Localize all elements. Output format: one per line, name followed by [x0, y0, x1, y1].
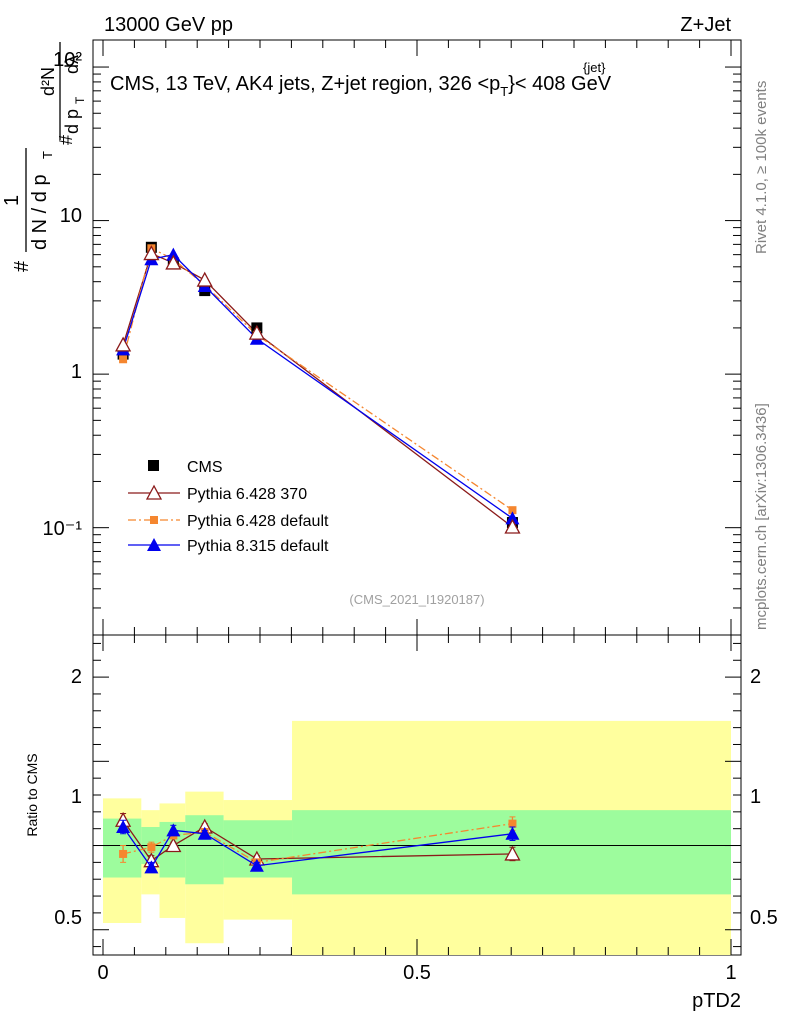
ratio-line-2 — [122, 822, 513, 864]
ratio-ytick-label-2-left: 2 — [71, 666, 82, 688]
legend-marker-py8-default — [147, 538, 161, 551]
plot-title-suffix: }< 408 GeV — [508, 73, 612, 95]
ratio-line-3 — [122, 826, 513, 869]
ylabel-frac-hash: # — [56, 135, 76, 145]
main-axis-ticks — [93, 66, 741, 636]
legend-label-cms: CMS — [187, 459, 223, 476]
x-axis-ticks — [102, 40, 732, 955]
plot-title-prefix: CMS, 13 TeV, AK4 jets, Z+jet region, 326… — [110, 73, 500, 95]
ratio-ytick-label-0.5-left: 0.5 — [54, 907, 82, 929]
ratio-ytick-label-2-right: 2 — [750, 666, 761, 688]
ylabel-one: 1 — [1, 195, 23, 206]
main-point-3-2 — [166, 247, 181, 261]
plot-title-sup: {jet} — [583, 60, 606, 75]
ylabel-frac-den: d p — [62, 109, 82, 134]
main-point-1-1 — [143, 245, 160, 261]
ratio-point-2-5 — [508, 819, 517, 828]
main-point-1-0 — [115, 336, 132, 352]
ratio-ytick-label-1-left: 1 — [71, 786, 82, 808]
xtick-label-1: 1 — [725, 962, 736, 984]
ylabel-frac-den-tail: dλ — [62, 55, 82, 74]
ylabel-den: d N / d p — [29, 174, 51, 250]
legend-label-py8-default: Pythia 8.315 default — [187, 538, 329, 555]
ylabel-hash: # — [11, 260, 33, 272]
main-point-3-5 — [505, 511, 520, 525]
ratio-point-3-4 — [249, 858, 264, 872]
legend-marker-cms — [148, 460, 159, 471]
ratio-point-2-1 — [147, 843, 156, 852]
main-point-2-5 — [508, 506, 517, 515]
ratio-point-3-3 — [197, 826, 212, 840]
ytick-label-10: 10 — [60, 205, 82, 227]
mcplots-citation: mcplots.cern.ch [arXiv:1306.3436] — [753, 403, 770, 630]
ratio-point-3-2 — [166, 823, 181, 837]
header-right: Z+Jet — [680, 14, 731, 36]
ratio-point-2-0 — [119, 849, 128, 858]
ytick-label-0.1: 10⁻¹ — [43, 518, 83, 540]
plot-title: CMS, 13 TeV, AK4 jets, Z+jet region, 326… — [110, 73, 612, 99]
plot-title-sub: T — [500, 84, 508, 99]
legend-marker-py6-default — [150, 516, 158, 524]
ratio-ylabel: Ratio to CMS — [24, 753, 40, 836]
main-point-1-4 — [248, 324, 265, 340]
main-series — [115, 241, 521, 534]
ratio-point-3-1 — [144, 860, 159, 874]
legend: CMS Pythia 6.428 370 Pythia 6.428 defaul… — [128, 459, 329, 555]
main-point-2-0 — [119, 355, 128, 364]
main-line-3 — [122, 253, 513, 519]
main-point-1-2 — [165, 254, 182, 270]
x-axis-label: pTD2 — [692, 990, 741, 1012]
ratio-point-1-5 — [504, 845, 521, 861]
main-line-1 — [122, 252, 513, 528]
ylabel-frac-den-sub: T — [73, 96, 87, 104]
xtick-label-0: 0 — [97, 962, 108, 984]
main-point-1-5 — [504, 518, 521, 534]
ratio-point-3-0 — [116, 820, 131, 833]
xtick-label-0.5: 0.5 — [403, 962, 431, 984]
main-point-1-3 — [196, 271, 213, 287]
ratio-point-3-5 — [505, 826, 520, 840]
analysis-watermark: (CMS_2021_I1920187) — [349, 592, 484, 607]
ratio-series — [115, 811, 521, 874]
rivet-version-label: Rivet 4.1.0, ≥ 100k events — [753, 81, 770, 254]
legend-marker-py6-370 — [145, 484, 163, 500]
ratio-point-1-2 — [165, 837, 182, 853]
legend-label-py6-default: Pythia 6.428 default — [187, 513, 329, 530]
ratio-line-1 — [122, 819, 513, 862]
ratio-ytick-label-1-right: 1 — [750, 786, 761, 808]
ylabel-frac-num: d²N — [38, 67, 58, 96]
ratio-axis-ticks — [93, 642, 741, 948]
ylabel-den-sub: T — [40, 151, 55, 159]
ytick-label-100: 10² — [53, 49, 82, 71]
ratio-ytick-label-0.5-right: 0.5 — [750, 907, 778, 929]
header-left: 13000 GeV pp — [104, 14, 233, 36]
ytick-label-1: 1 — [71, 361, 82, 383]
legend-label-py6-370: Pythia 6.428 370 — [187, 486, 307, 503]
main-ylabel: # 1 d N / d p T # d²N d p T dλ — [1, 42, 87, 272]
